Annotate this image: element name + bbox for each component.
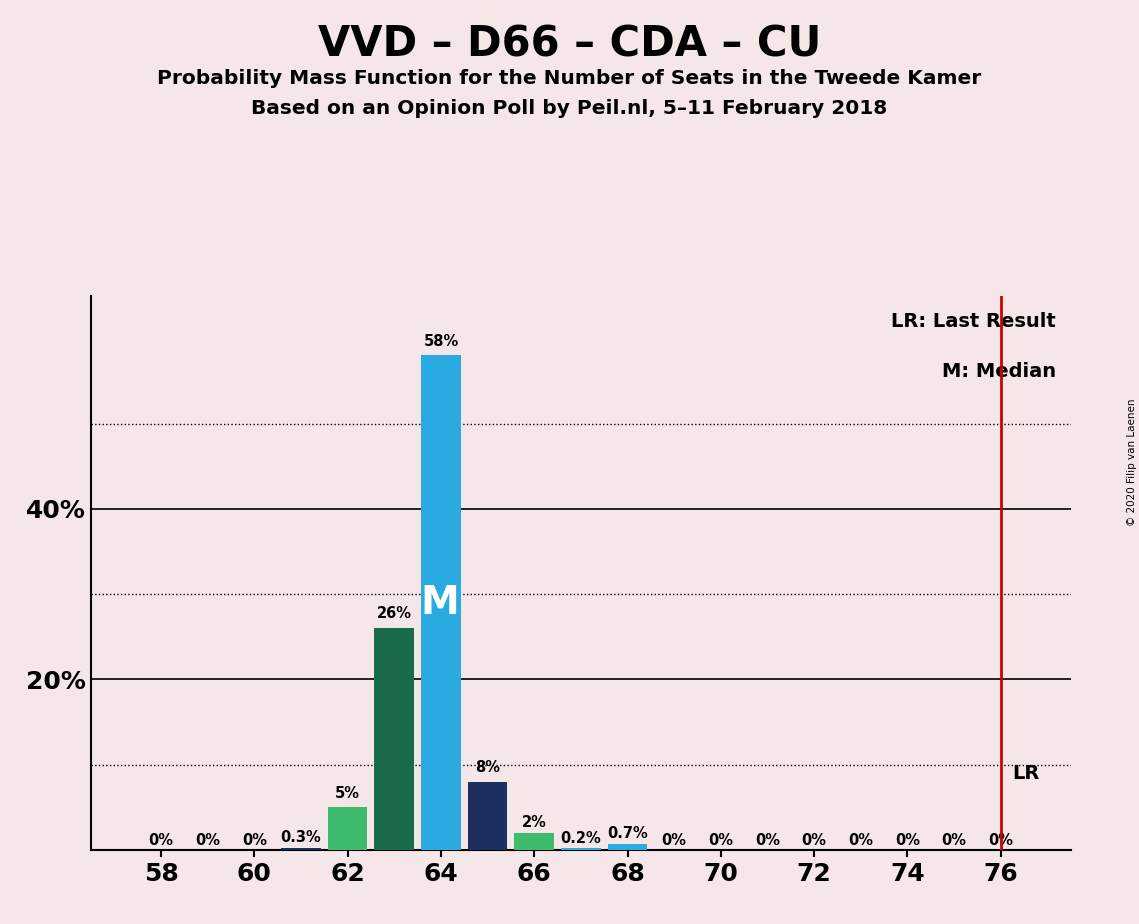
Bar xyxy=(515,833,554,850)
Text: © 2020 Filip van Laenen: © 2020 Filip van Laenen xyxy=(1126,398,1137,526)
Text: 26%: 26% xyxy=(377,606,412,622)
Text: 0%: 0% xyxy=(708,833,734,847)
Text: 0%: 0% xyxy=(802,833,827,847)
Text: 58%: 58% xyxy=(424,334,459,348)
Text: LR: LR xyxy=(1013,764,1040,783)
Text: 0%: 0% xyxy=(849,833,874,847)
Text: 8%: 8% xyxy=(475,760,500,775)
Text: Probability Mass Function for the Number of Seats in the Tweede Kamer: Probability Mass Function for the Number… xyxy=(157,69,982,89)
Bar xyxy=(281,847,321,850)
Bar xyxy=(468,782,507,850)
Text: 0%: 0% xyxy=(942,833,967,847)
Text: 0%: 0% xyxy=(148,833,173,847)
Text: 0.2%: 0.2% xyxy=(560,831,601,845)
Text: 0%: 0% xyxy=(989,833,1014,847)
Text: 0%: 0% xyxy=(755,833,780,847)
Text: Based on an Opinion Poll by Peil.nl, 5–11 February 2018: Based on an Opinion Poll by Peil.nl, 5–1… xyxy=(252,99,887,118)
Bar xyxy=(421,356,461,850)
Text: M: M xyxy=(420,584,459,622)
Text: 0%: 0% xyxy=(241,833,267,847)
Bar xyxy=(608,845,647,850)
Text: 0.3%: 0.3% xyxy=(280,830,321,845)
Text: 5%: 5% xyxy=(335,785,360,800)
Text: M: Median: M: Median xyxy=(942,362,1056,382)
Text: 0%: 0% xyxy=(662,833,687,847)
Text: 0.7%: 0.7% xyxy=(607,826,648,841)
Bar xyxy=(375,628,415,850)
Text: 0%: 0% xyxy=(195,833,220,847)
Bar xyxy=(562,848,600,850)
Text: VVD – D66 – CDA – CU: VVD – D66 – CDA – CU xyxy=(318,23,821,65)
Text: 0%: 0% xyxy=(895,833,920,847)
Text: LR: Last Result: LR: Last Result xyxy=(891,312,1056,332)
Text: 2%: 2% xyxy=(522,815,547,830)
Bar xyxy=(328,808,368,850)
